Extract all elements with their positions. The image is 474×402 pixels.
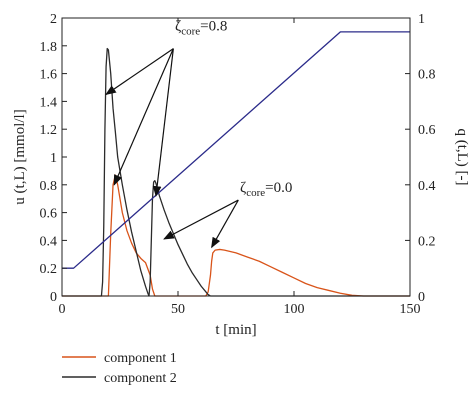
y-right-tick-label: 0.2 bbox=[418, 234, 436, 249]
y-right-tick-label: 1 bbox=[418, 12, 425, 27]
annotation-arrow bbox=[211, 199, 239, 249]
y-axis-right: 0 0.2 0.4 0.6 0.8 1 bbox=[405, 12, 436, 305]
plot-lines bbox=[62, 31, 410, 297]
y-axis-left: 0 0.2 0.4 0.6 0.8 1 1.2 1.4 1.6 1.8 2 bbox=[40, 12, 67, 305]
annotation-subscript: core bbox=[246, 187, 265, 199]
x-axis: 0 50 100 150 bbox=[59, 18, 421, 317]
y-axis-right-label: q (t,L) [-] bbox=[454, 128, 470, 185]
y-right-tick-label: 0.6 bbox=[418, 123, 436, 138]
annotation-label: ζcore=0.0 bbox=[240, 180, 292, 199]
annotation-symbol: ζ bbox=[175, 19, 181, 35]
y-right-tick-label: 0.4 bbox=[418, 179, 436, 194]
y-axis-left-label: u (t,L) [mmol/l] bbox=[12, 109, 28, 204]
y-right-tick-label: 0 bbox=[418, 290, 425, 305]
y-left-tick-label: 0.6 bbox=[40, 207, 58, 222]
y-left-tick-label: 1.2 bbox=[40, 123, 58, 138]
x-tick-label: 0 bbox=[59, 302, 66, 317]
annotation-value: =0.0 bbox=[265, 180, 292, 196]
series-component-1 bbox=[62, 174, 410, 297]
y-left-tick-label: 1.4 bbox=[40, 95, 58, 110]
y-left-tick-label: 0.4 bbox=[40, 234, 58, 249]
y-left-tick-label: 0.8 bbox=[40, 179, 58, 194]
y-left-tick-label: 2 bbox=[50, 12, 57, 27]
annotation-value: =0.8 bbox=[200, 19, 227, 35]
annotation-arrow bbox=[113, 48, 174, 186]
x-axis-label: t [min] bbox=[215, 322, 256, 338]
series-q-right-axis bbox=[62, 31, 410, 269]
y-left-tick-label: 1 bbox=[50, 151, 57, 166]
annotation-arrow bbox=[163, 199, 239, 240]
annotation-label: ζcore=0.8 bbox=[175, 19, 227, 38]
y-left-tick-label: 0.2 bbox=[40, 262, 58, 277]
annotation-arrow bbox=[105, 48, 174, 96]
x-tick-label: 100 bbox=[284, 302, 305, 317]
legend-label: component 1 bbox=[104, 351, 177, 366]
legend: component 1 component 2 bbox=[62, 351, 177, 386]
y-left-tick-label: 0 bbox=[50, 290, 57, 305]
legend-label: component 2 bbox=[104, 371, 177, 386]
x-tick-label: 50 bbox=[171, 302, 185, 317]
y-left-tick-label: 1.8 bbox=[40, 40, 58, 55]
series-component-2 bbox=[62, 47, 410, 297]
annotation-symbol: ζ bbox=[240, 180, 246, 196]
annotation-subscript: core bbox=[181, 26, 200, 38]
y-right-tick-label: 0.8 bbox=[418, 68, 436, 83]
y-left-tick-label: 1.6 bbox=[40, 68, 58, 83]
x-tick-label: 150 bbox=[400, 302, 421, 317]
annotation-arrow bbox=[152, 48, 174, 197]
plot-frame bbox=[61, 17, 411, 297]
